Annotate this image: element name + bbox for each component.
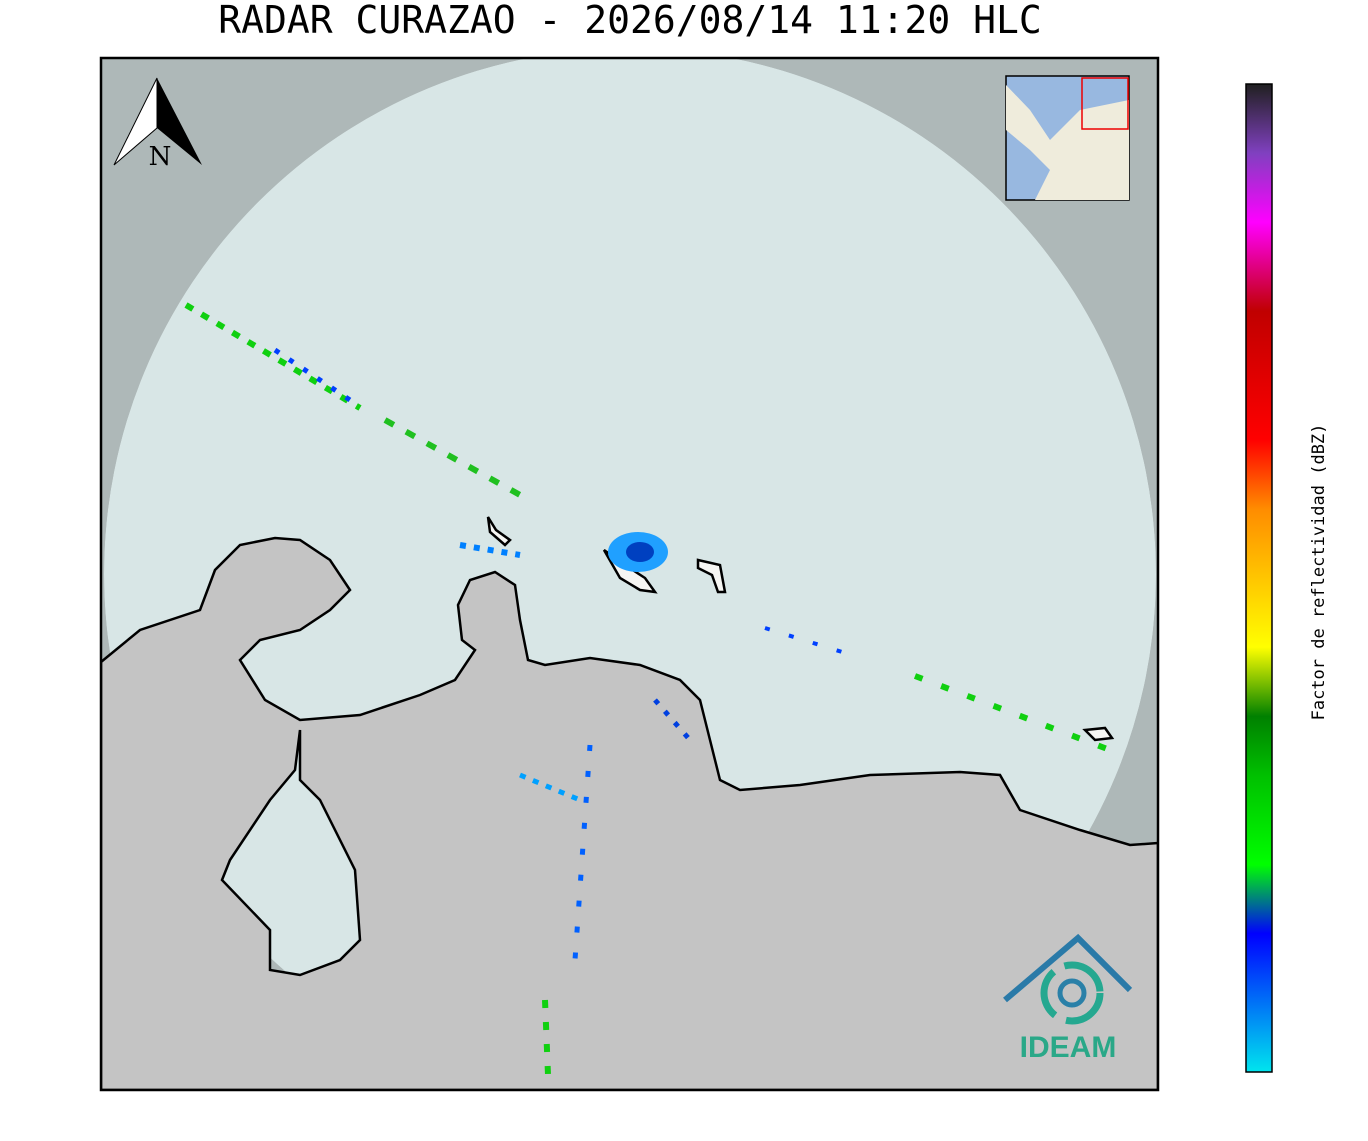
map-frame [99, 56, 1160, 1092]
map: N IDEAM [101, 58, 1158, 1090]
north-label: N [149, 142, 172, 172]
logo: IDEAM [1003, 933, 1133, 1064]
colorbar-label: Factor de reflectividad (dBZ) [1309, 424, 1329, 721]
north-arrow: N [113, 77, 202, 172]
colorbar [1245, 83, 1273, 1073]
title: RADAR CURAZAO - 2026/08/14 11:20 HLC [218, 0, 1042, 42]
inset-map [1005, 75, 1130, 201]
radar-echoes [184, 302, 1112, 1076]
logo-text: IDEAM [1020, 1031, 1117, 1064]
